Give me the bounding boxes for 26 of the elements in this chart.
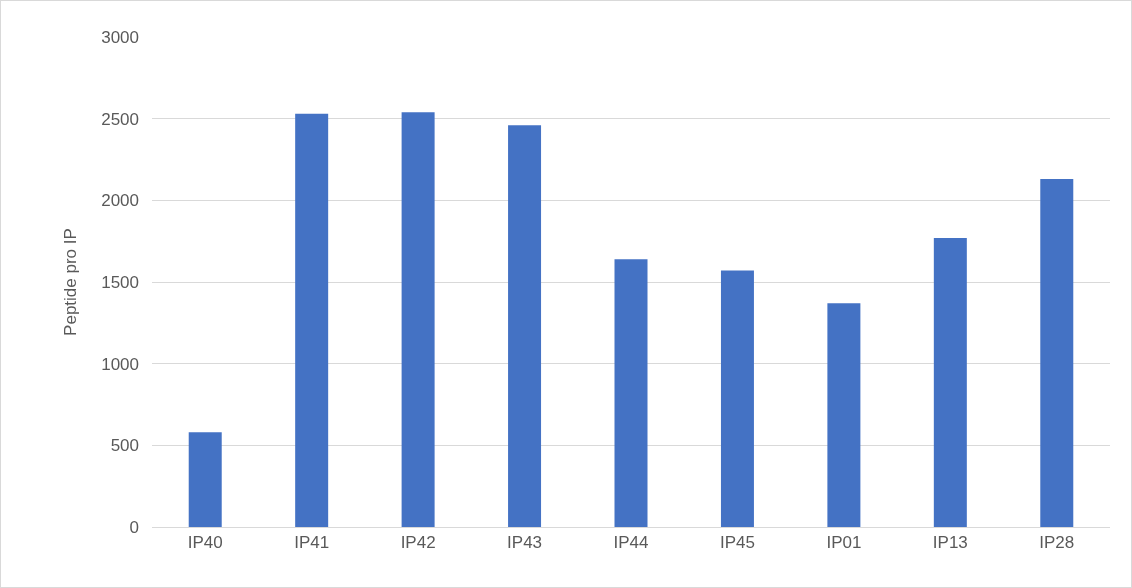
y-axis-title: Peptide pro IP	[60, 228, 80, 336]
x-tick-label: IP43	[507, 533, 543, 553]
x-tick-label: IP01	[826, 533, 862, 553]
bar	[933, 237, 967, 527]
bar	[295, 113, 329, 527]
y-tick-label: 2000	[101, 191, 139, 211]
bar	[508, 125, 542, 527]
bar	[401, 112, 435, 527]
bar	[614, 259, 648, 527]
y-tick-label: 0	[129, 517, 139, 537]
y-tick-label: 500	[110, 436, 139, 456]
bar	[827, 303, 861, 527]
y-tick-label: 1000	[101, 354, 139, 374]
bar	[720, 270, 754, 527]
x-tick-label: IP28	[1039, 533, 1075, 553]
x-tick-label: IP41	[294, 533, 330, 553]
bar	[188, 432, 222, 527]
x-tick-label: IP13	[932, 533, 968, 553]
x-tick-label: IP40	[187, 533, 223, 553]
x-tick-label: IP42	[400, 533, 436, 553]
x-tick-label: IP44	[613, 533, 649, 553]
x-tick-label: IP45	[719, 533, 755, 553]
y-tick-label: 2500	[101, 109, 139, 129]
y-tick-label: 1500	[101, 272, 139, 292]
bar	[1040, 179, 1074, 527]
y-tick-label: 3000	[101, 27, 139, 47]
